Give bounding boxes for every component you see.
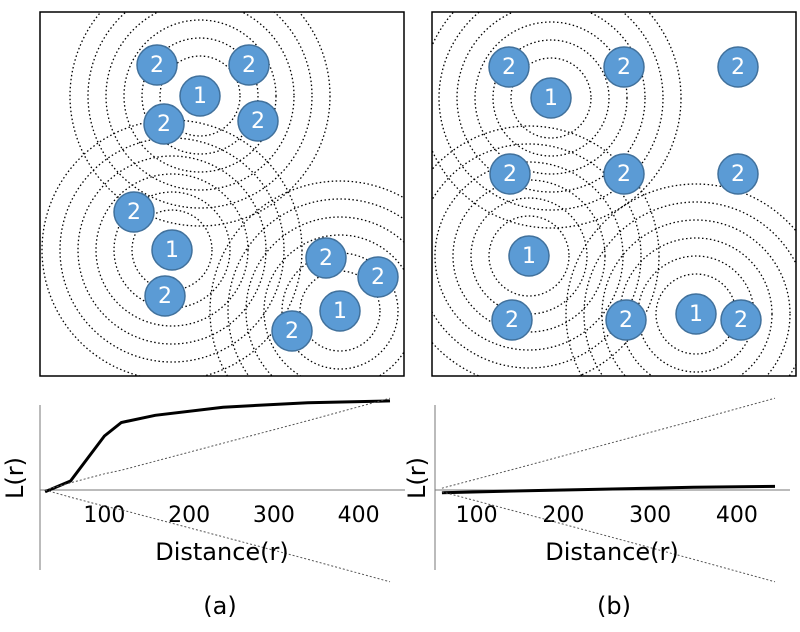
- distance-ring: [452, 179, 606, 333]
- point-label: 2: [285, 319, 299, 344]
- point-label: 2: [502, 55, 516, 80]
- point-label: 2: [731, 162, 745, 187]
- distance-ring: [159, 55, 241, 137]
- envelope: [441, 491, 776, 583]
- x-tick-label: 100: [456, 503, 498, 528]
- x-axis-label: Distance(r): [545, 538, 679, 566]
- distance-ring: [456, 12, 646, 193]
- point-label: 2: [127, 200, 141, 225]
- distance-ring: [510, 57, 592, 139]
- x-tick-label: 200: [168, 503, 210, 528]
- point: [151, 229, 193, 271]
- point-label: 2: [617, 162, 631, 187]
- point: [357, 256, 399, 298]
- caption: (a): [203, 592, 236, 620]
- point: [136, 44, 178, 86]
- x-tick-label: 400: [716, 503, 758, 528]
- point-label: 2: [158, 284, 172, 309]
- point: [488, 46, 530, 88]
- point: [144, 275, 186, 317]
- distance-ring: [434, 161, 624, 351]
- x-tick-label: 300: [629, 503, 671, 528]
- point: [143, 103, 185, 145]
- distance-ring: [438, 12, 664, 211]
- point: [113, 191, 155, 233]
- point: [179, 75, 221, 117]
- point: [319, 290, 361, 332]
- distance-ring: [69, 12, 331, 227]
- distance-ring: [105, 12, 295, 191]
- caption: (b): [597, 592, 631, 620]
- point-label: 2: [242, 53, 256, 78]
- x-tick-label: 100: [83, 503, 125, 528]
- y-axis-label: L(r): [1, 457, 29, 499]
- distance-ring: [113, 191, 231, 309]
- point-label: 1: [165, 238, 179, 263]
- point-label: 2: [157, 112, 171, 137]
- distance-ring: [474, 21, 628, 175]
- point-label: 2: [319, 246, 333, 271]
- y-axis-label: L(r): [403, 457, 431, 499]
- distance-ring: [95, 173, 249, 327]
- envelope: [441, 397, 776, 489]
- point: [530, 77, 572, 119]
- point-label: 1: [689, 302, 703, 327]
- distance-ring: [432, 12, 682, 229]
- point-label: 2: [503, 162, 517, 187]
- point: [605, 299, 647, 341]
- point: [305, 237, 347, 279]
- point: [717, 46, 759, 88]
- point-label: 1: [522, 244, 536, 269]
- point: [720, 299, 762, 341]
- point: [675, 293, 717, 335]
- point-label: 2: [505, 308, 519, 333]
- envelope: [44, 397, 391, 491]
- point: [228, 44, 270, 86]
- curve: [44, 399, 391, 494]
- distance-ring: [432, 125, 660, 376]
- distance-ring: [123, 19, 277, 173]
- point-label: 2: [150, 53, 164, 78]
- x-axis-label: Distance(r): [155, 538, 289, 566]
- rings: [432, 12, 796, 376]
- distance-ring: [601, 219, 791, 376]
- x-tick-label: 400: [338, 503, 380, 528]
- point-label: 2: [731, 55, 745, 80]
- distance-ring: [470, 197, 588, 315]
- panel-frame: [431, 11, 797, 377]
- distance-ring: [565, 183, 796, 376]
- point-label: 2: [251, 109, 265, 134]
- point: [603, 46, 645, 88]
- distance-ring: [619, 237, 773, 376]
- point: [271, 310, 313, 352]
- distance-ring: [141, 37, 259, 155]
- distance-ring: [131, 209, 213, 291]
- distance-ring: [432, 143, 642, 369]
- point: [717, 153, 759, 195]
- curve: [441, 484, 776, 495]
- point: [603, 153, 645, 195]
- point-label: 1: [193, 84, 207, 109]
- point: [508, 235, 550, 277]
- point-label: 1: [333, 299, 347, 324]
- distance-ring: [488, 215, 570, 297]
- point-label: 1: [544, 86, 558, 111]
- distance-ring: [87, 12, 313, 209]
- point-label: 2: [617, 55, 631, 80]
- point-label: 2: [371, 265, 385, 290]
- point: [491, 299, 533, 341]
- point-label: 2: [734, 308, 748, 333]
- point: [489, 153, 531, 195]
- distance-ring: [77, 155, 267, 345]
- x-tick-label: 300: [253, 503, 295, 528]
- point-label: 2: [619, 308, 633, 333]
- distance-ring: [59, 137, 285, 363]
- distance-ring: [209, 180, 404, 376]
- distance-ring: [492, 39, 610, 157]
- envelope: [44, 489, 391, 583]
- point: [237, 100, 279, 142]
- panel-frame: [39, 11, 405, 377]
